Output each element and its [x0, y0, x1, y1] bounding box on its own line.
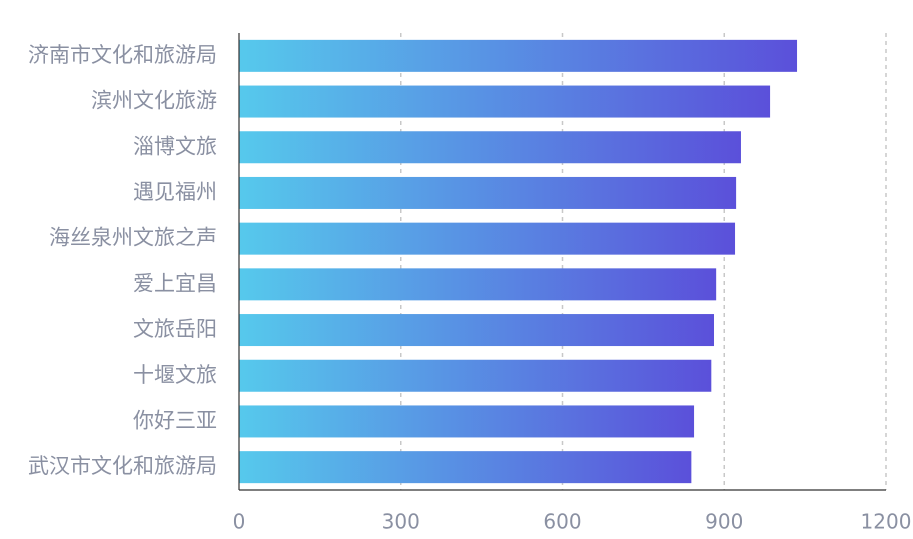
bar: [239, 451, 692, 484]
y-tick-label: 淄博文旅: [133, 134, 217, 158]
bar: [239, 85, 771, 118]
y-tick-label: 你好三亚: [133, 408, 217, 432]
x-tick-label: 0: [233, 510, 246, 534]
bar: [239, 222, 736, 255]
x-tick-label: 900: [705, 510, 743, 534]
bar: [239, 176, 737, 209]
y-tick-label: 滨州文化旅游: [91, 89, 217, 113]
x-tick-label: 600: [543, 510, 581, 534]
bar: [239, 268, 717, 301]
y-tick-label: 武汉市文化和旅游局: [28, 454, 217, 478]
y-tick-label: 海丝泉州文旅之声: [49, 226, 217, 250]
bar: [239, 39, 798, 72]
bar: [239, 314, 715, 347]
x-tick-label: 300: [382, 510, 420, 534]
y-tick-label: 济南市文化和旅游局: [28, 43, 217, 67]
y-tick-label: 十堰文旅: [133, 363, 217, 387]
x-tick-label: 1200: [861, 510, 912, 534]
bar: [239, 359, 712, 392]
bar: [239, 405, 695, 438]
y-tick-label: 遇见福州: [133, 180, 217, 204]
bar: [239, 131, 741, 164]
y-tick-label: 文旅岳阳: [133, 317, 217, 341]
y-tick-label: 爱上宜昌: [133, 271, 217, 295]
